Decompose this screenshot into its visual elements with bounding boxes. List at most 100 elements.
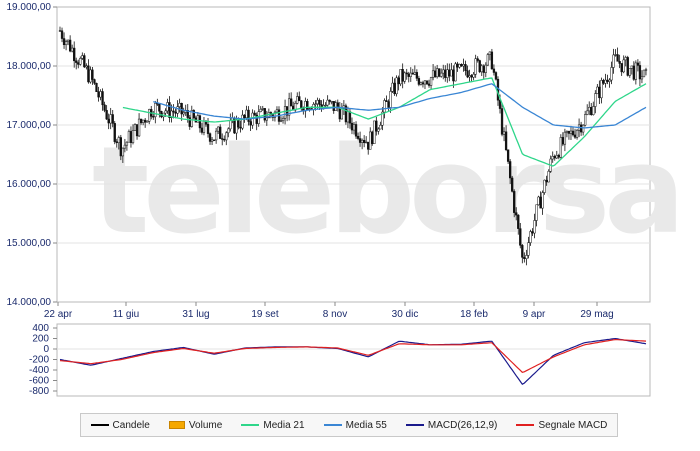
candle-body (314, 103, 317, 105)
candle-body (444, 69, 447, 78)
x-tick-label: 30 dic (392, 309, 419, 320)
candle-body (545, 179, 548, 183)
candle-body (363, 139, 366, 143)
candle-body (598, 86, 601, 99)
candle-body (482, 65, 485, 73)
candle-body (214, 130, 218, 141)
candle-body (470, 75, 473, 78)
macd-series-line-segnale-macd (59, 338, 647, 373)
x-tick-label: 8 nov (323, 309, 347, 320)
candle-body (500, 108, 504, 135)
x-tick-label: 19 set (251, 309, 278, 320)
candle-body (148, 109, 151, 122)
candle-body (265, 117, 268, 121)
candle-body (610, 67, 613, 81)
legend-item: Volume (168, 420, 222, 431)
candle-body (551, 156, 554, 160)
x-tick-label: 31 lug (182, 309, 209, 320)
legend-swatch (168, 421, 185, 429)
candle-body (622, 59, 625, 73)
candle-body (405, 72, 408, 75)
candle-body (579, 124, 583, 133)
candle-body (594, 93, 597, 107)
candle-body (219, 126, 222, 139)
legend-swatch (516, 424, 535, 426)
candle-body (113, 123, 116, 142)
candle-body (239, 126, 242, 129)
candle-body (111, 114, 114, 124)
candle-body (340, 108, 343, 120)
candle-body (68, 39, 72, 52)
candle-body (245, 109, 248, 119)
candle-body (490, 51, 494, 70)
candle-body (227, 128, 230, 134)
candle-body (563, 131, 567, 145)
candle-body (117, 137, 120, 143)
candle-body (178, 102, 181, 107)
candle-body (172, 110, 175, 113)
macd-series-line-macd-26-12-9- (59, 337, 647, 385)
candle-body (618, 61, 621, 64)
candle-body (358, 138, 362, 143)
chart-legend: Candele Volume Media 21 Media 55 MACD(26,12,… (80, 413, 618, 437)
candle-body (423, 80, 427, 85)
candle-body (304, 101, 307, 112)
candle-body (387, 101, 390, 108)
candle-body (592, 106, 595, 115)
candle-body (64, 41, 68, 46)
candle-body (332, 101, 335, 111)
legend-swatch (90, 424, 109, 426)
candle-body (401, 69, 404, 82)
candle-body (389, 91, 392, 108)
candle-body (103, 104, 106, 111)
candle-body (504, 131, 508, 151)
candle-body (606, 79, 609, 82)
candle-body (212, 139, 216, 141)
candle-body (180, 102, 183, 115)
candle-body (249, 121, 252, 126)
candle-body (612, 54, 615, 68)
series-line-media-21 (122, 77, 647, 167)
candle-body (502, 131, 506, 135)
candle-body (101, 91, 104, 106)
candle-body (152, 116, 155, 118)
candle-body (464, 64, 467, 71)
macd-y-tick-label: -800 (29, 386, 49, 397)
macd-y-tick-label: 0 (43, 344, 49, 355)
candle-body (588, 107, 591, 112)
macd-y-tick-label: -200 (29, 355, 49, 366)
candle-body (176, 106, 179, 114)
candle-body (141, 119, 145, 123)
candle-body (125, 141, 129, 146)
candle-body (575, 130, 579, 138)
candle-body (533, 220, 536, 234)
candle-body (567, 130, 571, 134)
candle-body (616, 54, 619, 62)
candle-body (365, 141, 368, 144)
candle-body (527, 242, 530, 256)
candle-body (60, 30, 64, 39)
candle-body (474, 58, 477, 75)
candle-body (383, 100, 386, 113)
candle-body (202, 121, 206, 133)
x-tick-label: 29 mag (580, 309, 613, 320)
candle-body (458, 64, 461, 68)
candle-body (164, 110, 167, 114)
candle-body (294, 103, 297, 111)
candle-body (290, 98, 293, 107)
candle-body (632, 65, 635, 80)
candle-body (348, 111, 352, 124)
y-tick-label: 16.000,00 (7, 179, 52, 190)
candle-body (515, 212, 518, 216)
candle-body (435, 68, 439, 78)
legend-label: Media 55 (345, 419, 387, 431)
candle-body (484, 64, 487, 73)
candle-body (541, 192, 544, 209)
candle-body (628, 68, 631, 76)
candle-body (360, 139, 364, 143)
legend-label: Candele (112, 419, 150, 431)
candle-body (492, 68, 496, 73)
candle-body (397, 77, 400, 85)
candle-body (403, 72, 406, 82)
candle-body (407, 73, 410, 77)
